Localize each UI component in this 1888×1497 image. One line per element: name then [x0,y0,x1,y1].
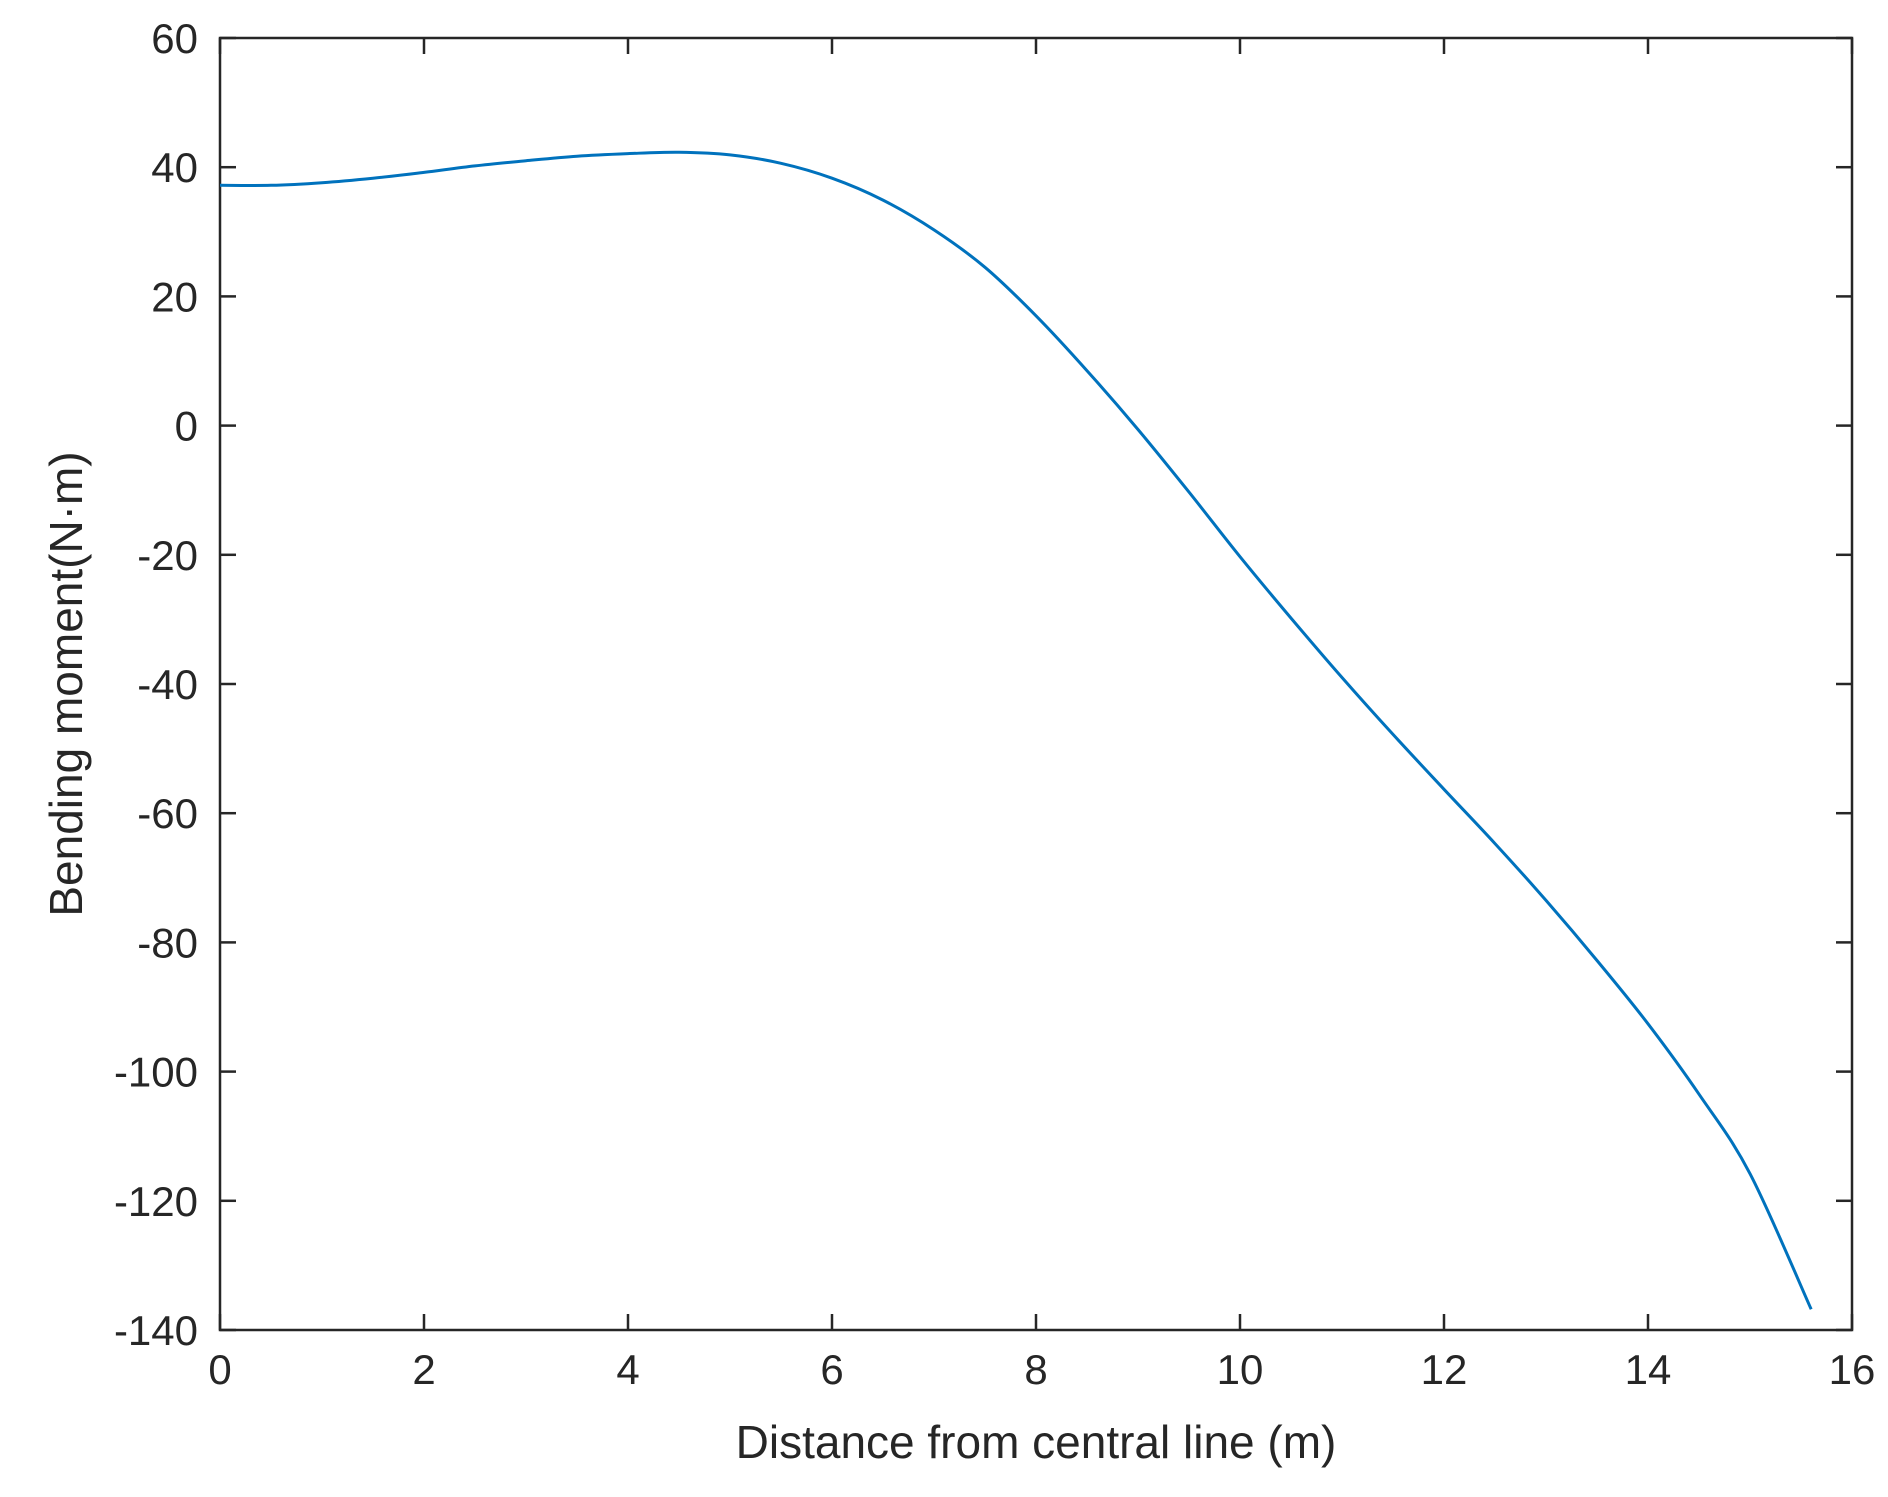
x-tick-label: 14 [1625,1346,1672,1393]
plot-area: 0 2 4 6 8 10 12 14 16 60 40 20 0 -20 -40 -60 -80 -100 -12… [114,15,1875,1393]
x-axis-label: Distance from central line (m) [736,1416,1337,1468]
x-tick-label: 16 [1829,1346,1876,1393]
x-tick-label: 8 [1024,1346,1047,1393]
y-tick-label: -60 [137,790,198,837]
x-tick-label: 0 [208,1346,231,1393]
y-tick-label: -40 [137,661,198,708]
x-axis-ticks: 0 2 4 6 8 10 12 14 16 [208,38,1875,1393]
y-tick-label: 60 [151,15,198,62]
x-tick-label: 6 [820,1346,843,1393]
x-tick-label: 10 [1217,1346,1264,1393]
x-tick-label: 12 [1421,1346,1468,1393]
y-tick-label: -80 [137,919,198,966]
plot-frame [218,36,1854,1332]
y-tick-label: -120 [114,1178,198,1225]
y-axis-ticks: 60 40 20 0 -20 -40 -60 -80 -100 -120 -140 [114,15,1852,1354]
y-axis-label: Bending moment(N·m) [40,451,92,916]
x-tick-label: 4 [616,1346,639,1393]
y-tick-label: -100 [114,1049,198,1096]
y-tick-label: -140 [114,1307,198,1354]
y-tick-label: 20 [151,273,198,320]
x-tick-label: 2 [412,1346,435,1393]
y-tick-label: -20 [137,532,198,579]
y-tick-label: 0 [175,403,198,450]
series-line [219,150,1813,1310]
y-tick-label: 40 [151,144,198,191]
